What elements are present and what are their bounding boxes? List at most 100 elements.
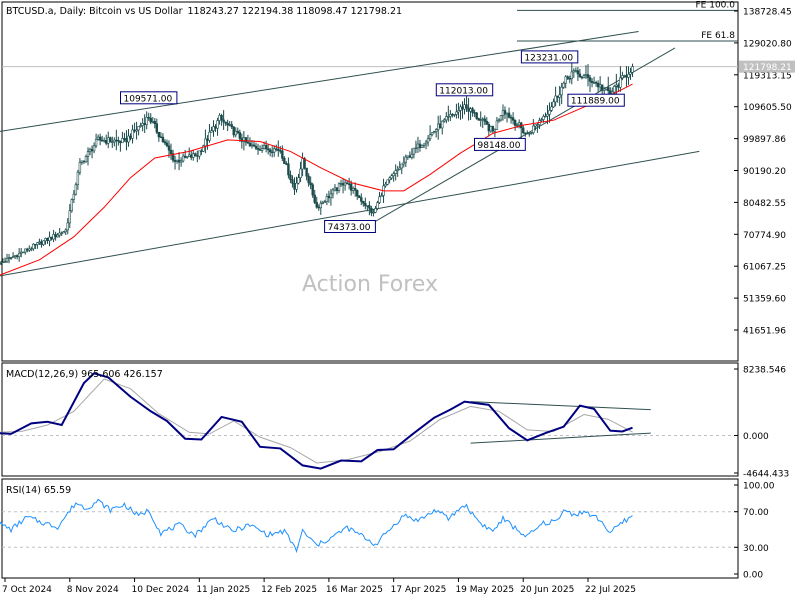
candle-body	[289, 174, 292, 180]
candle-body	[58, 232, 61, 236]
candle-body	[493, 129, 497, 132]
candle-body	[224, 121, 227, 124]
candle-body	[236, 130, 239, 133]
candle-body	[123, 138, 126, 140]
candle-body	[625, 75, 628, 78]
candle-body	[70, 199, 74, 212]
moving-average	[0, 83, 633, 276]
candle-body	[491, 126, 495, 132]
candle-body	[428, 134, 432, 139]
candle-body	[64, 229, 67, 233]
candle-body	[548, 110, 551, 115]
candle-body	[475, 112, 478, 119]
candle-body	[234, 130, 237, 136]
rsi-y-tick-label: 30.00	[743, 544, 769, 554]
candle-body	[100, 139, 104, 142]
candle-body	[62, 231, 65, 234]
candle-body	[204, 138, 207, 147]
candle-body	[627, 73, 630, 78]
candle-body	[416, 143, 420, 149]
candle-body	[347, 183, 351, 185]
candle-body	[380, 195, 383, 198]
candle-body	[461, 106, 464, 110]
candle-body	[26, 248, 29, 251]
candle-body	[517, 122, 521, 126]
candle-body	[481, 118, 484, 121]
candle-body	[299, 168, 302, 179]
macd-main-line	[0, 372, 633, 470]
price-annotation-box	[520, 50, 579, 64]
candle-body	[169, 149, 173, 154]
candle-body	[562, 82, 565, 88]
candle-body	[220, 115, 223, 121]
candle-body	[414, 147, 418, 149]
candle-body	[368, 205, 371, 209]
price-annotation-label: 98148.00	[478, 141, 521, 151]
candle-body	[629, 72, 632, 75]
x-tick-label: 7 Oct 2024	[2, 585, 52, 595]
price-y-tick-label: 41651.96	[743, 327, 786, 337]
candle-body	[273, 148, 276, 153]
candle-body	[400, 163, 403, 169]
candle-body	[457, 110, 460, 113]
candle-body	[343, 182, 347, 186]
candle-body	[135, 129, 138, 132]
candle-body	[177, 159, 181, 163]
candle-body	[80, 160, 84, 163]
candle-body	[439, 123, 442, 129]
candle-body	[244, 137, 248, 143]
candle-body	[404, 156, 408, 163]
candle-body	[536, 124, 539, 126]
candle-body	[313, 194, 316, 203]
candle-body	[155, 123, 159, 133]
price-annotation: 109571.00	[120, 91, 178, 105]
macd-trendline	[470, 401, 651, 411]
price-annotation-label: 111889.00	[571, 97, 620, 107]
macd-signal-line	[0, 378, 633, 464]
moving-average-line	[0, 83, 633, 276]
price-y-tick-label: 70774.90	[743, 231, 786, 241]
candle-body	[0, 262, 3, 264]
candle-body	[333, 187, 337, 191]
candle-body	[198, 150, 201, 157]
candle-body	[210, 130, 213, 133]
candle-body	[615, 84, 618, 87]
candle-body	[449, 114, 452, 117]
candle-body	[396, 169, 399, 171]
candle-body	[196, 155, 199, 157]
candle-body	[295, 182, 298, 190]
candle-body	[139, 125, 142, 127]
macd-lines	[0, 372, 633, 470]
candle-body	[619, 77, 622, 88]
candle-body	[501, 110, 505, 116]
rsi-title: RSI(14) 65.59	[6, 485, 71, 496]
candle-body	[173, 159, 177, 162]
candle-body	[7, 257, 11, 259]
candle-body	[447, 116, 450, 118]
candle-body	[185, 156, 189, 158]
candle-body	[469, 108, 472, 112]
candle-body	[226, 122, 229, 126]
candle-body	[230, 124, 233, 128]
candle-body	[171, 153, 175, 161]
rsi-panel: 100.00 70.00 30.00 0.00 RSI(14) 65.59	[0, 478, 775, 581]
candle-body	[206, 138, 209, 141]
candle-body	[443, 119, 446, 122]
price-annotations: 109571.00 74373.00 112013.00 98148.00 123231…	[120, 50, 625, 233]
candle-body	[5, 257, 9, 263]
candle-body	[560, 86, 563, 96]
candle-body	[451, 114, 454, 116]
candle-body	[268, 149, 272, 153]
candle-body	[540, 119, 543, 121]
candle-body	[250, 144, 254, 147]
candle-body	[159, 136, 163, 138]
candle-body	[74, 184, 78, 195]
candle-body	[42, 240, 45, 245]
candle-body	[54, 234, 57, 238]
price-y-tick-label: 61067.25	[743, 263, 786, 273]
candle-body	[260, 148, 264, 151]
candle-body	[356, 189, 359, 197]
candle-body	[513, 119, 517, 126]
